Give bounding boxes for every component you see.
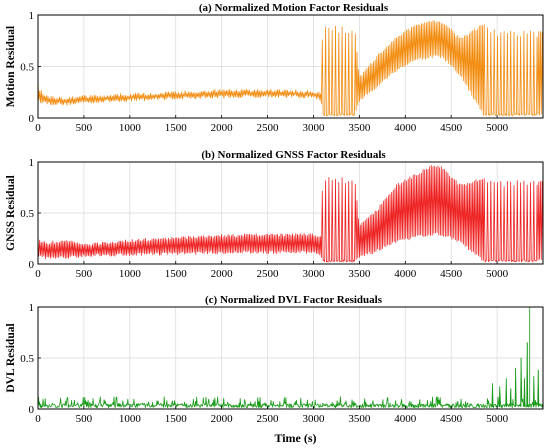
motion-xtick-label: 500 [76,122,93,134]
motion-xtick-label: 3000 [302,122,325,134]
motion-xtick-label: 4500 [440,122,463,134]
dvl-xtick-label: 1500 [165,413,188,425]
dvl-title: (c) Normalized DVL Factor Residuals [205,294,383,306]
dvl-ylabel: DVL Residual [5,323,17,392]
gnss-ytick-label: 0 [29,259,35,271]
dvl-xtick-label: 1000 [119,413,142,425]
motion-xtick-label: 2000 [211,122,234,134]
motion-ytick-label: 0 [29,113,35,125]
gnss-xtick-label: 500 [76,268,93,280]
gnss-xtick-label: 2000 [211,268,234,280]
motion-panel: 0 500 1000 1500 2000 2500 3000 3500 4000 4500 5000… [5,2,544,134]
gnss-panel: 0 500 1000 1500 2000 2500 3000 3500 4000 4500 5000… [5,149,544,280]
gnss-xtick-label: 4000 [394,268,417,280]
dvl-xtick-label: 500 [76,413,93,425]
motion-residual-line [37,20,544,117]
dvl-xtick-label: 5000 [486,413,509,425]
motion-xtick-label: 1000 [119,122,142,134]
gnss-xtick-label: 1500 [165,268,188,280]
motion-ylabel: Motion Residual [5,26,17,107]
dvl-xtick-label: 4500 [440,413,463,425]
motion-xtick-label: 5000 [486,122,509,134]
gnss-xtick-label: 1000 [119,268,142,280]
dvl-residual-line [37,307,543,409]
motion-xtick-label: 2500 [257,122,280,134]
dvl-xtick-label: 2000 [211,413,234,425]
gnss-residual-line [37,165,544,263]
dvl-ytick-label: 0.5 [20,353,34,365]
gnss-xtick-label: 5000 [486,268,509,280]
dvl-ytick-label: 0 [29,404,35,416]
dvl-xtick-label: 3500 [348,413,371,425]
dvl-xlabel: Time (s) [274,431,316,445]
dvl-xtick-label: 2500 [257,413,280,425]
gnss-ytick-label: 1 [29,157,35,169]
gnss-ytick-label: 0.5 [20,208,34,220]
gnss-xtick-label: 3000 [302,268,325,280]
motion-ytick-label: 0.5 [20,62,34,74]
gnss-title: (b) Normalized GNSS Factor Residuals [201,149,386,161]
dvl-ytick-label: 1 [29,302,35,314]
motion-xtick-label: 1500 [165,122,188,134]
dvl-xtick-label: 0 [35,413,41,425]
gnss-ylabel: GNSS Residual [5,175,17,251]
motion-xtick-label: 0 [35,122,41,134]
gnss-xtick-label: 2500 [257,268,280,280]
dvl-xtick-label: 3000 [302,413,325,425]
dvl-xtick-label: 4000 [394,413,417,425]
motion-xtick-label: 4000 [394,122,417,134]
gnss-xtick-label: 0 [35,268,41,280]
gnss-xtick-label: 3500 [348,268,371,280]
motion-ytick-label: 1 [29,10,35,22]
motion-title: (a) Normalized Motion Factor Residuals [199,2,389,14]
dvl-panel: 0 500 1000 1500 2000 2500 3000 3500 4000 4500 5000… [5,294,544,445]
gnss-xtick-label: 4500 [440,268,463,280]
motion-xtick-label: 3500 [348,122,371,134]
